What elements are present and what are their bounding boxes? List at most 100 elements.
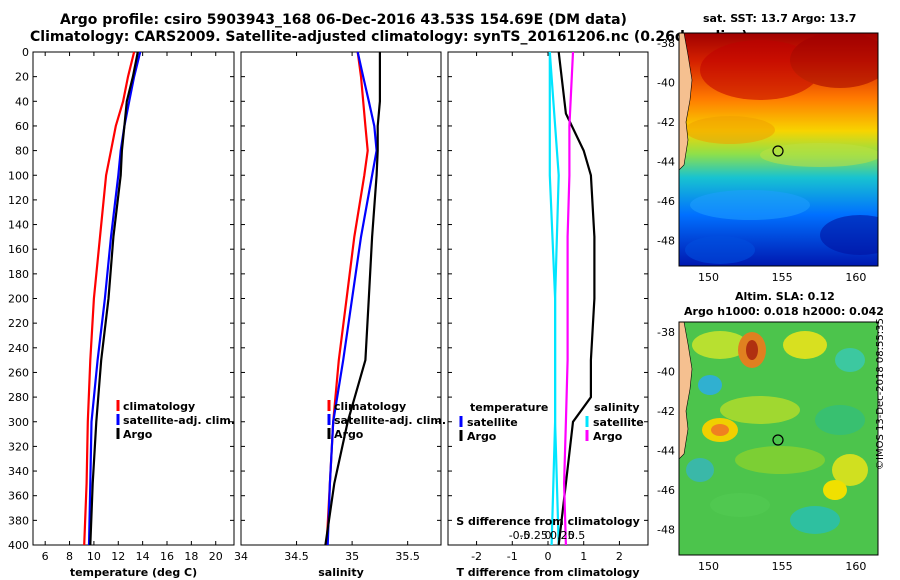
series-line-argo [89, 51, 139, 546]
map-axes-1: 150 155 160 -38 -40 -42 -44 -46 -48 [657, 37, 866, 284]
x-tick-label: 34 [234, 550, 248, 563]
x2-tick-label: 0 [545, 529, 552, 542]
series-line-satellite-adj-clim- [326, 51, 378, 546]
sla-map-subtitle: Argo h1000: 0.018 h2000: 0.042 [684, 305, 884, 318]
y-tick-label: 140 [8, 219, 29, 232]
y-tick-label: 120 [8, 194, 29, 207]
figure-title-line1: Argo profile: csiro 5903943_168 06-Dec-2… [60, 12, 627, 28]
y-tick-label: 200 [8, 293, 29, 306]
map-y-tick-label: -38 [657, 326, 675, 339]
x-tick-label: 10 [87, 550, 101, 563]
x-tick-label: 6 [42, 550, 49, 563]
profile-panel-2: 34 34.5 35 35.5 salinity climatologysatellite… [234, 51, 446, 579]
y-tick-label: 320 [8, 440, 29, 453]
legend-label: Argo [123, 428, 153, 441]
sla-land [678, 321, 693, 460]
y-tick-label: 220 [8, 317, 29, 330]
imos-credit: ©IMOS 13-Dec-2018 08:55:35 [875, 318, 886, 470]
x-tick-label: 35.5 [395, 550, 420, 563]
sst-land [678, 32, 693, 171]
x-tick-label: 0 [545, 550, 552, 563]
map-y-tick-label: -48 [657, 234, 675, 247]
x2-tick-label: 0.5 [568, 529, 586, 542]
sla-map [678, 321, 879, 556]
map-y-tick-label: -46 [657, 484, 675, 497]
map-y-tick-label: -48 [657, 523, 675, 536]
y-tick-label: 180 [8, 268, 29, 281]
legend-label: satellite-adj. clim. [123, 414, 235, 427]
x-tick-label: 2 [616, 550, 623, 563]
y-tick-label: 240 [8, 342, 29, 355]
y-tick-label: 280 [8, 391, 29, 404]
series-line-salinity-argo [562, 51, 575, 546]
map-x-tick-label: 155 [772, 271, 793, 284]
panel-frame [447, 51, 649, 546]
x-tick-label: 35 [345, 550, 359, 563]
legend-label: Argo [593, 430, 623, 443]
series-line-satellite-adj-clim- [87, 51, 142, 546]
x-tick-label: 14 [136, 550, 150, 563]
map-y-tick-label: -44 [657, 444, 675, 457]
x-tick-label: -2 [471, 550, 482, 563]
x2-tick-label: -0.5 [509, 529, 530, 542]
sst-map-title: sat. SST: 13.7 Argo: 13.7 [703, 12, 857, 25]
map-y-tick-label: -40 [657, 365, 675, 378]
map-x-tick-label: 150 [698, 560, 719, 573]
y-tick-label: 400 [8, 539, 29, 552]
x-axis-label: salinity [318, 566, 364, 579]
y-tick-label: 380 [8, 514, 29, 527]
sla-argo-marker [772, 434, 784, 446]
legend-label: Argo [467, 430, 497, 443]
map-x-tick-label: 160 [845, 271, 866, 284]
legend-title-salinity: salinity [594, 401, 640, 414]
y-tick-label: 160 [8, 243, 29, 256]
y-tick-label: 260 [8, 366, 29, 379]
x-tick-label: 20 [209, 550, 223, 563]
map-y-tick-label: -42 [657, 116, 675, 129]
y-tick-label: 340 [8, 465, 29, 478]
map-y-tick-label: -40 [657, 76, 675, 89]
series-line-salinity-satellite [548, 51, 560, 546]
profile-panel-3: -2 -1 0 1 2 T difference from climatology temp… [447, 51, 649, 579]
legend-label: climatology [334, 400, 406, 413]
map-x-tick-label: 160 [845, 560, 866, 573]
series-line-climatology [83, 51, 136, 546]
y-tick-label: 40 [15, 95, 29, 108]
y-tick-label: 0 [22, 46, 29, 59]
legend-title-temperature: temperature [470, 401, 548, 414]
map-x-tick-label: 155 [772, 560, 793, 573]
map-y-tick-label: -44 [657, 155, 675, 168]
y-tick-label: 360 [8, 490, 29, 503]
x-tick-label: 16 [160, 550, 174, 563]
panel-frame [32, 51, 235, 546]
sst-argo-marker [772, 145, 784, 157]
x2-axis-label: S difference from climatology [456, 515, 640, 528]
x-tick-label: 12 [111, 550, 125, 563]
x-tick-label: 34.5 [284, 550, 309, 563]
x2-tick-label: 0.25 [550, 529, 575, 542]
series-line-argo [324, 52, 381, 546]
series-line-temperature-argo [557, 51, 596, 546]
x-tick-label: 18 [184, 550, 198, 563]
sla-map-title: Altim. SLA: 0.12 [735, 290, 835, 303]
x2-tick-label: -0.25 [519, 529, 547, 542]
legend-label: satellite [467, 416, 518, 429]
x-tick-label: 1 [580, 550, 587, 563]
figure-title-line2: Climatology: CARS2009. Satellite-adjuste… [30, 29, 748, 45]
x-tick-label: 8 [66, 550, 73, 563]
map-y-tick-label: -46 [657, 195, 675, 208]
map-axes-2: 150 155 160 -38 -40 -42 -44 -46 -48 [657, 326, 866, 573]
profile-panel-1: 0 20 40 60 80 100 120 140 160 180 200 220 240 260 280 3… [8, 46, 235, 579]
y-tick-label: 20 [15, 71, 29, 84]
y-tick-label: 100 [8, 169, 29, 182]
panel-frame [240, 51, 442, 546]
map-y-tick-label: -38 [657, 37, 675, 50]
x-tick-label: -1 [507, 550, 518, 563]
legend-label: Argo [334, 428, 364, 441]
y-tick-label: 60 [15, 120, 29, 133]
y-tick-label: 80 [15, 145, 29, 158]
map-x-tick-label: 150 [698, 271, 719, 284]
sst-map [678, 32, 879, 267]
y-tick-label: 300 [8, 416, 29, 429]
